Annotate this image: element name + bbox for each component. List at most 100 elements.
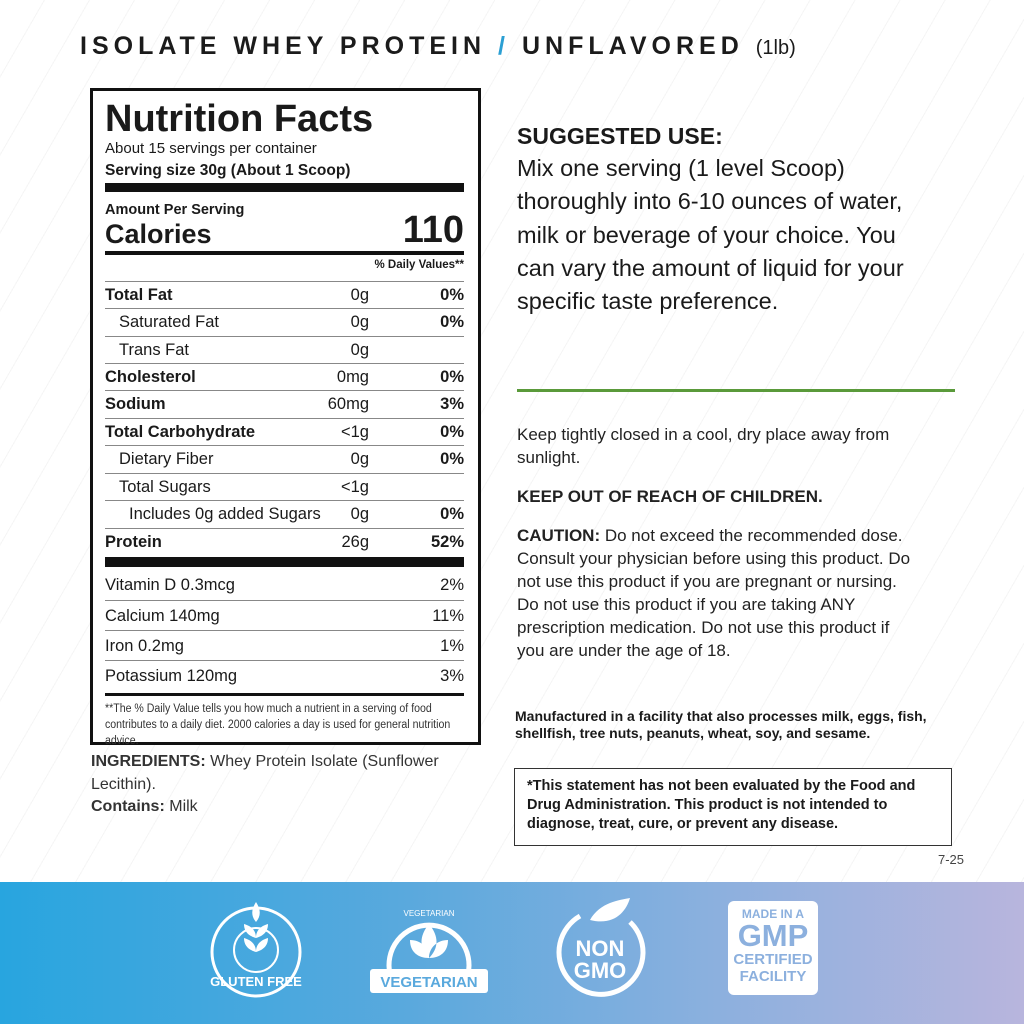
vitamin-name: Potassium 120mg [105,667,238,685]
caution-text: Do not exceed the recommended dose. Cons… [517,526,911,660]
svg-text:GLUTEN FREE: GLUTEN FREE [210,974,302,989]
servings-per-container: About 15 servings per container [105,140,317,157]
nutrient-amount: 0g [350,313,369,331]
svg-text:NON: NON [576,936,625,961]
nutrient-name: Dietary Fiber [119,450,214,468]
vegetarian-icon: VEGETARIAN VEGETARIAN [370,909,488,993]
nutrition-heading: Nutrition Facts [105,98,374,140]
nutrient-amount: <1g [341,423,369,441]
vitamin-row: Vitamin D 0.3mcg 2% [105,570,464,600]
gluten-free-badge: GLUTEN FREE [206,894,306,998]
product-flavor: UNFLAVORED [522,32,744,60]
nutrient-name: Trans Fat [119,341,189,359]
nutrient-row: Saturated Fat 0g 0% [105,308,464,335]
gmp-badge: MADE IN A GMP CERTIFIED FACILITY [728,901,818,995]
nutrient-name: Total Carbohydrate [105,423,256,441]
nutrient-dv: 0% [440,450,464,468]
nutrient-name: Total Fat [105,286,173,304]
daily-values-header: % Daily Values** [374,259,465,271]
nutrient-dv: 0% [440,368,464,386]
svg-text:VEGETARIAN: VEGETARIAN [380,974,477,991]
certification-band [0,882,1024,1024]
vitamin-dv: 11% [432,607,464,625]
medium-divider [105,693,464,696]
non-gmo-badge: NON GMO [550,894,650,998]
thick-divider [105,557,464,567]
medium-divider [105,251,464,255]
nutrient-name: Includes 0g added Sugars [129,505,321,523]
suggested-use-text: Mix one serving (1 level Scoop) thorough… [517,155,904,315]
vitamin-dv: 1% [440,637,464,655]
allergen-statement: Manufactured in a facility that also pro… [515,708,927,741]
nutrient-dv: 0% [440,423,464,441]
vitamin-name: Vitamin D 0.3mcg [105,576,235,594]
calories-value: 110 [402,209,464,251]
contains-text: Milk [169,798,198,815]
vitamin-row: Calcium 140mg 11% [105,600,464,630]
vitamin-name: Iron 0.2mg [105,637,184,655]
nutrient-row: Total Fat 0g 0% [105,281,464,308]
nutrient-amount: <1g [341,478,369,496]
ingredients: INGREDIENTS: Whey Protein Isolate (Sunfl… [91,750,471,796]
nutrient-row: Trans Fat 0g [105,336,464,363]
nutrient-name: Total Sugars [119,478,211,496]
svg-text:VEGETARIAN: VEGETARIAN [404,909,455,918]
nutrient-dv: 0% [440,286,464,304]
green-divider [517,389,955,392]
serving-size: Serving size 30g (About 1 Scoop) [105,162,351,179]
vegetarian-badge: VEGETARIAN VEGETARIAN [370,894,488,998]
gmp-certified: CERTIFIED [733,951,813,968]
contains-label: Contains: [91,798,165,815]
nutrient-amount: 0g [350,505,369,523]
nutrient-dv: 0% [440,313,464,331]
nutrient-name: Sodium [105,395,166,413]
nutrient-amount: 26g [341,533,369,551]
thick-divider [105,183,464,192]
gmp-facility: FACILITY [739,968,807,985]
vitamin-dv: 3% [440,667,464,685]
daily-value-footnote: **The % Daily Value tells you how much a… [105,703,451,747]
product-title: ISOLATE WHEY PROTEIN / UNFLAVORED (1lb) [80,32,796,61]
vitamin-row: Potassium 120mg 3% [105,660,464,690]
nutrient-row: Total Carbohydrate <1g 0% [105,418,464,445]
children-warning: KEEP OUT OF REACH OF CHILDREN. [517,487,823,506]
gmp-text: GMP [737,918,809,953]
vitamin-dv: 2% [440,576,464,594]
nutrient-amount: 0g [350,341,369,359]
product-name: ISOLATE WHEY PROTEIN [80,32,487,60]
svg-text:GMO: GMO [574,958,627,983]
nutrient-row: Sodium 60mg 3% [105,390,464,417]
title-separator: / [498,32,510,60]
nutrient-amount: 0mg [336,368,369,386]
nutrient-name: Protein [105,533,162,551]
nutrient-name: Cholesterol [105,368,196,386]
nutrient-amount: 0g [350,450,369,468]
product-size: (1lb) [755,37,796,59]
nutrient-amount: 60mg [327,395,369,413]
nutrient-row: Cholesterol 0mg 0% [105,363,464,390]
gmp-top: MADE IN A [741,907,805,921]
nutrient-dv: 0% [440,505,464,523]
nutrient-row: Protein 26g 52% [105,528,464,557]
vitamin-row: Iron 0.2mg 1% [105,630,464,660]
nutrient-name: Saturated Fat [119,313,219,331]
ingredients-text: Whey Protein Isolate (Sunflower Lecithin… [91,753,439,793]
nutrient-dv: 3% [440,395,464,413]
caution-label: CAUTION: [517,526,601,545]
nutrient-amount: 0g [350,286,369,304]
nutrient-dv: 52% [430,533,464,551]
lot-code: 7-25 [938,852,965,867]
nutrient-row: Total Sugars <1g [105,473,464,500]
fda-disclaimer: *This statement has not been evaluated b… [514,768,952,846]
vitamin-name: Calcium 140mg [105,607,220,625]
nutrient-row: Dietary Fiber 0g 0% [105,445,464,472]
nutrition-facts-panel: Nutrition Facts About 15 servings per co… [90,88,481,747]
ingredients-label: INGREDIENTS: [91,753,206,770]
contains: Contains: Milk [91,798,198,816]
caution: CAUTION: Do not exceed the recommended d… [517,524,912,662]
amount-per-serving: Amount Per Serving [105,202,245,218]
nutrient-row: Includes 0g added Sugars 0g 0% [105,500,464,527]
calories-label: Calories [105,219,212,249]
suggested-use-heading: SUGGESTED USE: [517,123,723,149]
